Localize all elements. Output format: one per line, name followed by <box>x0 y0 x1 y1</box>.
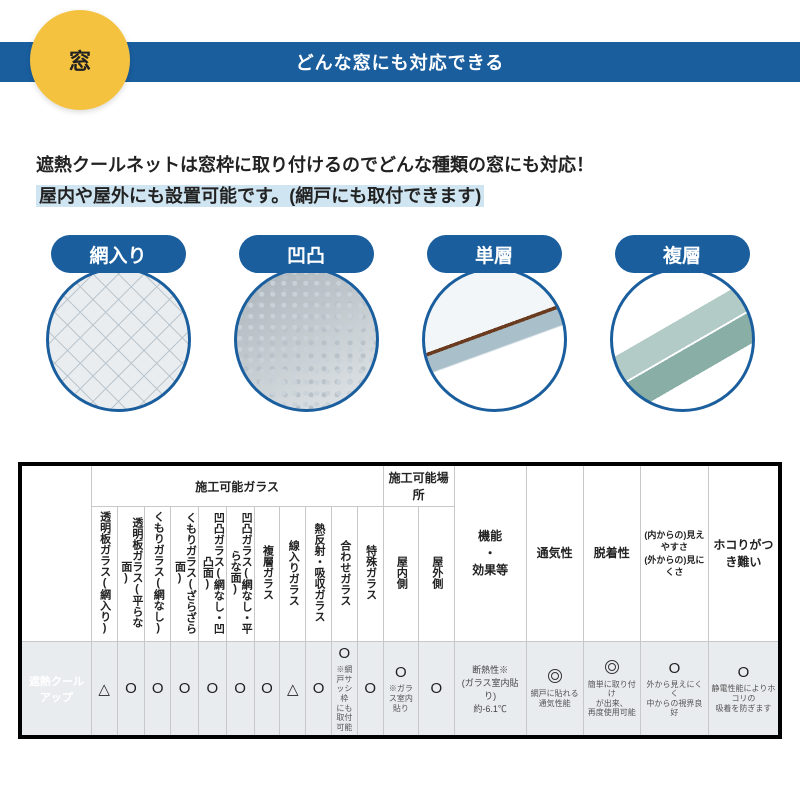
intro-text: 遮熱クールネットは窓枠に取り付けるのでどんな種類の窓にも対応！ 屋内や屋外にも設… <box>0 110 800 225</box>
cell: O <box>198 642 226 738</box>
header: どんな窓にも対応できる 窓 <box>0 10 800 110</box>
header-title: どんな窓にも対応できる <box>296 49 505 75</box>
feat-dust: ホコりがつき難い <box>708 464 780 642</box>
cell: O <box>145 642 171 738</box>
cell: O <box>117 642 145 738</box>
type-textured: 凹凸 <box>221 235 391 412</box>
cell-dust: O 静電性能によりホコリの 吸着を防ぎます <box>708 642 780 738</box>
cell: △ <box>91 642 117 738</box>
cell: △ <box>280 642 306 738</box>
col-place-0: 屋内側 <box>383 507 419 642</box>
cell: O <box>306 642 332 738</box>
cell-indoor: O ※ガラス室内貼り <box>383 642 419 738</box>
intro-line1: 遮熱クールネットは窓枠に取り付けるのでどんな種類の窓にも対応！ <box>36 150 764 181</box>
glass-note: ※網戸サッシ枠 にも取付可能 <box>334 665 355 732</box>
col-place-1: 屋外側 <box>419 507 455 642</box>
cell: O <box>254 642 280 738</box>
col-glass-5: 凹凸ガラス(網なし・平らな面) <box>226 507 254 642</box>
type-single: 単層 <box>409 235 579 412</box>
cell-vis: O 外から見えにくく 中からの視界良好 <box>640 642 708 738</box>
cell-func: 断熱性※ (ガラス室内貼り) 約-6.1℃ <box>454 642 526 738</box>
type-thumb-double-icon <box>610 267 755 412</box>
table-group-row: 施工可能ガラス 施工可能場所 機能 ・ 効果等 通気性 脱着性 (内からの)見え… <box>20 464 780 507</box>
table-corner <box>20 464 91 642</box>
type-thumb-mesh-icon <box>46 267 191 412</box>
col-glass-6: 複層ガラス <box>254 507 280 642</box>
window-types: 網入り 凹凸 単層 複層 <box>0 225 800 442</box>
col-glass-2: くもりガラス(網なし) <box>145 507 171 642</box>
type-double: 複層 <box>597 235 767 412</box>
feat-func: 機能 ・ 効果等 <box>454 464 526 642</box>
comparison-table: 施工可能ガラス 施工可能場所 機能 ・ 効果等 通気性 脱着性 (内からの)見え… <box>18 462 782 739</box>
row-label: 遮熱クールアップ <box>20 642 91 738</box>
cell: O <box>226 642 254 738</box>
cell: O <box>171 642 199 738</box>
cell-attach: 簡単に取り付け が出来、 再度使用可能 <box>583 642 640 738</box>
group-glass: 施工可能ガラス <box>91 464 383 507</box>
header-circle-badge: 窓 <box>30 10 130 110</box>
cell-outdoor: O <box>419 642 455 738</box>
type-label: 複層 <box>615 235 750 273</box>
type-label: 単層 <box>427 235 562 273</box>
col-glass-10: 特殊ガラス <box>357 507 383 642</box>
table-row: 遮熱クールアップ △ O O O O O O △ O O ※網戸サッシ枠 にも取… <box>20 642 780 738</box>
col-glass-9: 合わせガラス <box>331 507 357 642</box>
intro-line2-highlight: 屋内や屋外にも設置可能です。(網戸にも取付できます) <box>36 185 484 207</box>
double-ring-icon <box>605 660 619 674</box>
header-circle-text: 窓 <box>69 44 91 76</box>
cell: O ※網戸サッシ枠 にも取付可能 <box>331 642 357 738</box>
col-glass-3: くもりガラス(ざらざら面) <box>171 507 199 642</box>
feat-vis: (内からの)見えやすさ (外からの)見にくさ <box>640 464 708 642</box>
col-glass-0: 透明板ガラス(網入り) <box>91 507 117 642</box>
type-thumb-textured-icon <box>234 267 379 412</box>
type-mesh: 網入り <box>33 235 203 412</box>
type-label: 網入り <box>51 235 186 273</box>
col-glass-1: 透明板ガラス(平らな面) <box>117 507 145 642</box>
cell-vent: 網戸に貼れる 通気性能 <box>526 642 583 738</box>
type-label: 凹凸 <box>239 235 374 273</box>
type-thumb-single-icon <box>422 267 567 412</box>
comparison-table-wrap: 施工可能ガラス 施工可能場所 機能 ・ 効果等 通気性 脱着性 (内からの)見え… <box>0 442 800 739</box>
col-glass-8: 熱反射・吸収ガラス <box>306 507 332 642</box>
col-glass-7: 線入りガラス <box>280 507 306 642</box>
double-ring-icon <box>548 669 562 683</box>
feat-vent: 通気性 <box>526 464 583 642</box>
group-place: 施工可能場所 <box>383 464 454 507</box>
feat-attach: 脱着性 <box>583 464 640 642</box>
cell: O <box>357 642 383 738</box>
col-glass-4: 凹凸ガラス(網なし・凹凸面) <box>198 507 226 642</box>
